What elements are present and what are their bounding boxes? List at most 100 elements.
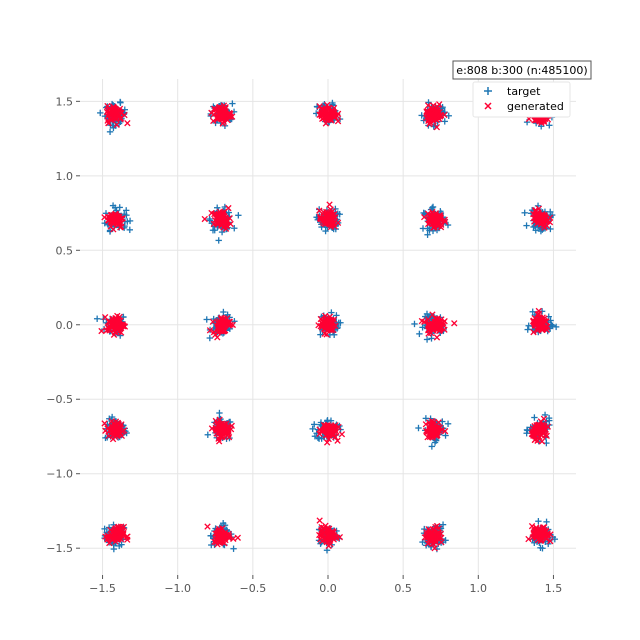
generated-point bbox=[213, 530, 221, 537]
y-tick-label: −0.5 bbox=[46, 393, 73, 406]
target-point bbox=[327, 417, 335, 424]
info-box-text: e:808 b:300 (n:485100) bbox=[456, 64, 587, 77]
target-point bbox=[106, 128, 114, 136]
target-point bbox=[216, 409, 223, 417]
target-point bbox=[547, 208, 554, 216]
target-point bbox=[523, 222, 530, 229]
target-point bbox=[537, 227, 545, 235]
generated-point bbox=[111, 533, 118, 541]
target-point bbox=[220, 308, 227, 316]
x-tick-label: 0.5 bbox=[394, 582, 412, 595]
target-point bbox=[206, 215, 213, 223]
x-tick-label: −0.5 bbox=[239, 582, 266, 595]
target-point bbox=[415, 424, 422, 432]
generated-point bbox=[234, 534, 241, 541]
legend: target generated bbox=[472, 81, 571, 118]
y-tick-label: 0.5 bbox=[56, 244, 74, 257]
points-layer bbox=[93, 98, 560, 554]
target-point bbox=[97, 109, 104, 117]
target-point bbox=[123, 207, 130, 214]
generated-point bbox=[316, 517, 323, 524]
y-tick-label: −1.5 bbox=[46, 542, 73, 555]
y-tick-label: −1.0 bbox=[46, 468, 73, 481]
generated-point bbox=[98, 327, 105, 335]
generated-point bbox=[230, 535, 237, 542]
generated-point bbox=[120, 523, 128, 531]
target-point bbox=[315, 435, 323, 442]
generated-point bbox=[225, 532, 233, 540]
target-point bbox=[229, 100, 236, 107]
target-point bbox=[93, 315, 101, 322]
target-point bbox=[116, 542, 123, 550]
x-tick-label: 1.5 bbox=[545, 582, 563, 595]
generated-point bbox=[101, 313, 109, 321]
generated-point bbox=[119, 215, 126, 222]
target-point bbox=[411, 320, 418, 328]
info-box: e:808 b:300 (n:485100) bbox=[452, 60, 592, 80]
generated-point bbox=[104, 534, 111, 541]
legend-label-generated: generated bbox=[507, 100, 564, 113]
target-point bbox=[322, 227, 329, 235]
y-tick-label: 0.0 bbox=[56, 319, 74, 332]
target-point bbox=[529, 308, 536, 315]
generated-point bbox=[114, 312, 121, 320]
target-point bbox=[311, 421, 318, 428]
generated-point bbox=[212, 417, 219, 425]
generated-point bbox=[114, 425, 121, 432]
generated-point bbox=[114, 109, 121, 116]
target-point bbox=[547, 225, 554, 233]
legend-label-target: target bbox=[507, 85, 541, 98]
generated-point bbox=[123, 533, 130, 541]
target-point bbox=[532, 227, 539, 234]
generated-point bbox=[124, 119, 131, 127]
target-point bbox=[121, 106, 128, 113]
generated-point bbox=[118, 432, 125, 439]
generated-point bbox=[121, 427, 128, 434]
generated-point bbox=[224, 429, 231, 436]
target-point bbox=[117, 99, 124, 106]
target-point bbox=[441, 118, 448, 125]
generated-point bbox=[113, 121, 120, 128]
generated-point bbox=[108, 418, 115, 425]
generated-point bbox=[107, 223, 114, 230]
generated-point bbox=[108, 426, 116, 433]
target-point bbox=[309, 425, 316, 433]
generated-point bbox=[220, 423, 227, 431]
target-point bbox=[317, 331, 324, 338]
target-point bbox=[101, 525, 108, 533]
generated-point bbox=[105, 432, 112, 440]
target-point bbox=[231, 225, 238, 232]
target-point bbox=[543, 518, 550, 526]
generated-point bbox=[119, 323, 127, 330]
generated-point bbox=[111, 526, 119, 533]
generated-point bbox=[204, 523, 211, 530]
generated-point bbox=[218, 533, 226, 541]
x-tick-label: 0.0 bbox=[319, 582, 337, 595]
generated-point bbox=[104, 324, 111, 331]
y-tick-label: 1.5 bbox=[56, 95, 74, 108]
target-point bbox=[444, 221, 452, 229]
generated-point bbox=[114, 536, 121, 543]
target-point bbox=[552, 323, 560, 331]
target-point bbox=[204, 431, 212, 438]
generated-point bbox=[212, 536, 220, 543]
target-point bbox=[429, 203, 437, 211]
generated-point bbox=[109, 323, 117, 330]
generated-point bbox=[214, 334, 221, 341]
target-point bbox=[439, 521, 447, 528]
x-tick-label: −1.0 bbox=[164, 582, 191, 595]
x-tick-label: −1.5 bbox=[89, 582, 116, 595]
generated-point bbox=[212, 424, 219, 432]
generated-point bbox=[221, 539, 228, 547]
target-point bbox=[317, 540, 324, 547]
target-point bbox=[535, 518, 542, 525]
target-point bbox=[521, 209, 528, 217]
x-tick-label: 1.0 bbox=[470, 582, 488, 595]
target-point bbox=[523, 426, 531, 434]
target-point bbox=[218, 228, 226, 236]
target-point bbox=[539, 545, 546, 552]
target-point bbox=[423, 336, 431, 343]
generated-point bbox=[114, 319, 122, 326]
target-point bbox=[444, 420, 452, 427]
